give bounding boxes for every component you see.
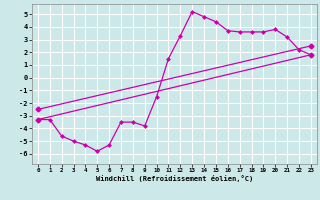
X-axis label: Windchill (Refroidissement éolien,°C): Windchill (Refroidissement éolien,°C) (96, 175, 253, 182)
